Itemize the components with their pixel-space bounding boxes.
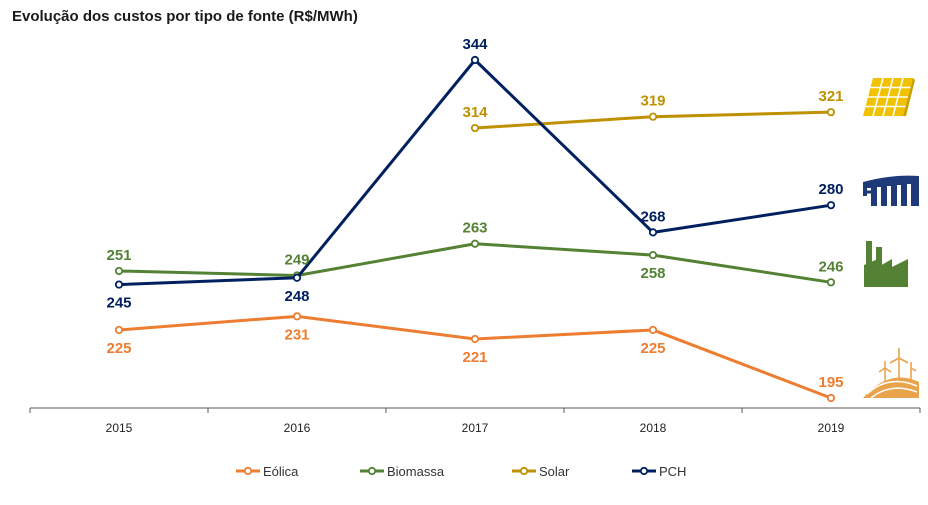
legend-marker-biomassa [367, 466, 377, 476]
data-point-eolica-2016 [292, 312, 302, 321]
legend-item-solar: Solar [512, 464, 570, 479]
chart-title: Evolução dos custos por tipo de fonte (R… [12, 8, 358, 25]
data-point-biomassa-2019 [826, 278, 836, 287]
data-label-biomassa-2017: 263 [462, 220, 487, 237]
data-point-pch-2017 [470, 55, 480, 65]
legend-label-solar: Solar [539, 464, 570, 479]
data-label-solar-2018: 319 [640, 93, 665, 110]
hydro-dam-icon [863, 175, 919, 206]
legend-label-biomassa: Biomassa [387, 464, 445, 479]
data-point-eolica-2019 [826, 393, 836, 403]
legend-marker-solar [519, 466, 529, 476]
legend-label-eolica: Eólica [263, 464, 299, 479]
data-label-solar-2017: 314 [462, 104, 488, 121]
wind-turbine-icon [863, 348, 919, 399]
data-point-pch-2018 [648, 228, 658, 237]
legend-label-pch: PCH [659, 464, 686, 479]
x-tick-label-2017: 2017 [462, 421, 489, 435]
legend-item-pch: PCH [632, 464, 686, 479]
data-point-pch-2016 [292, 273, 302, 282]
data-point-eolica-2017 [470, 334, 480, 344]
legend-marker-pch [639, 466, 649, 476]
data-label-eolica-2015: 225 [106, 340, 131, 357]
data-label-solar-2019: 321 [818, 88, 843, 105]
legend-item-biomassa: Biomassa [360, 464, 445, 479]
data-point-pch-2015 [114, 280, 124, 289]
data-point-solar-2018 [648, 112, 658, 121]
series-line-biomassa [118, 242, 832, 284]
data-label-pch-2018: 268 [640, 208, 665, 225]
data-point-biomassa-2017 [470, 239, 480, 248]
data-point-eolica-2015 [114, 325, 124, 335]
data-label-pch-2017: 344 [462, 36, 488, 53]
data-point-pch-2019 [826, 201, 836, 210]
data-label-eolica-2019: 195 [818, 374, 843, 391]
x-tick-label-2018: 2018 [640, 421, 667, 435]
data-point-biomassa-2018 [648, 250, 658, 260]
data-label-eolica-2016: 231 [284, 326, 309, 343]
legend-marker-eolica [243, 466, 253, 476]
solar-panel-icon [863, 77, 915, 117]
x-tick-label-2015: 2015 [106, 421, 133, 435]
data-label-pch-2019: 280 [818, 181, 843, 198]
data-label-pch-2016: 248 [284, 288, 309, 305]
x-tick-label-2016: 2016 [284, 421, 311, 435]
data-label-eolica-2017: 221 [462, 349, 487, 366]
data-label-biomassa-2016: 249 [284, 252, 309, 269]
data-label-eolica-2018: 225 [640, 340, 665, 357]
legend-item-eolica: Eólica [236, 464, 299, 479]
x-tick-label-2019: 2019 [818, 421, 845, 435]
data-label-pch-2015: 245 [106, 295, 131, 312]
series-line-pch [118, 58, 832, 287]
factory-icon [864, 241, 908, 287]
data-point-eolica-2018 [648, 325, 658, 335]
data-label-biomassa-2015: 251 [106, 247, 131, 264]
data-point-solar-2019 [826, 108, 836, 117]
data-point-solar-2017 [470, 123, 480, 133]
data-label-biomassa-2019: 246 [818, 258, 843, 275]
data-label-biomassa-2018: 258 [640, 265, 665, 282]
data-point-biomassa-2015 [114, 266, 124, 276]
